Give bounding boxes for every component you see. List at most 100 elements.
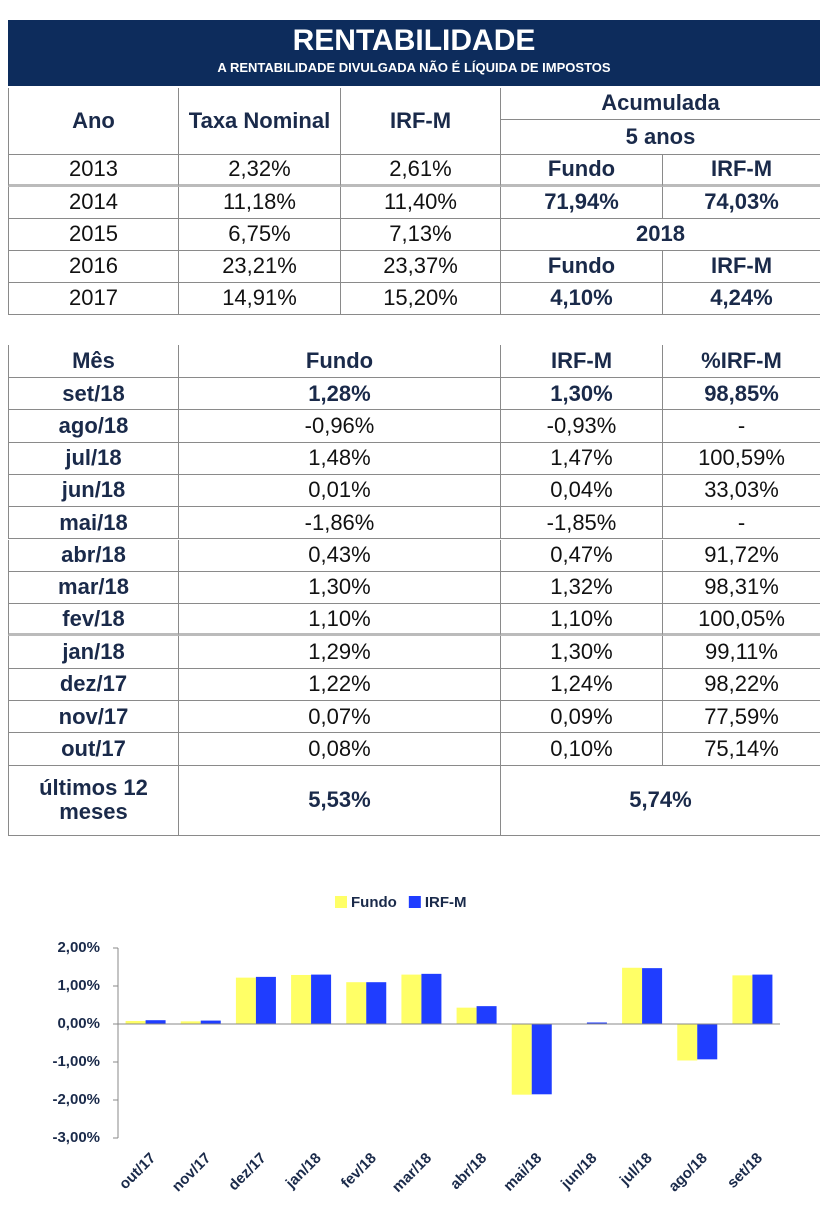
bar <box>180 1021 201 1024</box>
x-tick-label: mar/18 <box>389 1150 435 1196</box>
bar <box>677 1024 698 1061</box>
table-cell: ago/18 <box>8 410 178 443</box>
table-cell: -1,85% <box>500 507 662 540</box>
column-header: %IRF-M <box>662 345 820 378</box>
table-cell: 2016 <box>8 251 178 283</box>
bar <box>476 1006 497 1024</box>
table-cell: 0,01% <box>178 474 500 508</box>
x-tick-label: jun/18 <box>557 1150 600 1193</box>
bar <box>366 982 387 1024</box>
bar <box>586 1022 607 1024</box>
y-tick-label: -3,00% <box>52 1129 100 1146</box>
table-cell: 98,85% <box>662 378 820 411</box>
table-cell: dez/17 <box>8 668 178 701</box>
table-cell: 2013 <box>8 155 178 187</box>
header: RENTABILIDADE A RENTABILIDADE DIVULGADA … <box>8 20 820 86</box>
column-header: IRF-M <box>340 88 500 155</box>
table-cell: 74,03% <box>662 187 820 219</box>
x-tick-label: jan/18 <box>282 1150 325 1193</box>
table-cell: mar/18 <box>8 571 178 605</box>
table-cell: IRF-M <box>662 155 820 187</box>
table-cell: 33,03% <box>662 474 820 508</box>
bar <box>200 1020 221 1024</box>
bar <box>642 968 663 1024</box>
table-cell: 1,29% <box>178 636 500 669</box>
table-cell: 98,31% <box>662 571 820 605</box>
legend-label: IRF-M <box>425 894 467 911</box>
table-cell: 11,18% <box>178 187 340 219</box>
column-header: Acumulada <box>500 88 820 120</box>
bar <box>145 1020 166 1024</box>
y-tick-label: 1,00% <box>57 977 100 994</box>
bar <box>732 975 753 1024</box>
table-cell: -0,93% <box>500 410 662 443</box>
table-cell: -1,86% <box>178 507 500 540</box>
column-header: IRF-M <box>500 345 662 378</box>
table-cell: fev/18 <box>8 604 178 637</box>
x-tick-label: jul/18 <box>616 1150 656 1190</box>
column-header: Taxa Nominal <box>178 88 340 155</box>
table-cell: 1,32% <box>500 571 662 605</box>
y-tick-label: 2,00% <box>57 939 100 956</box>
table-cell: 5,74% <box>500 765 820 836</box>
bar <box>531 1024 552 1095</box>
bar <box>697 1024 718 1060</box>
x-tick-label: out/17 <box>116 1150 159 1193</box>
column-header: Ano <box>8 88 178 155</box>
table-cell: 2018 <box>500 219 820 251</box>
table-cell: 4,24% <box>662 283 820 315</box>
table-cell: mai/18 <box>8 507 178 540</box>
x-tick-label: mai/18 <box>500 1150 545 1195</box>
table-cell: jul/18 <box>8 442 178 475</box>
table-cell: IRF-M <box>662 251 820 283</box>
table-cell: set/18 <box>8 378 178 411</box>
bar <box>456 1007 477 1024</box>
table-cell: 1,10% <box>178 604 500 637</box>
table-cell: 91,72% <box>662 539 820 572</box>
table-cell: - <box>662 410 820 443</box>
table-cell: 1,30% <box>500 378 662 411</box>
table-cell: 100,05% <box>662 604 820 637</box>
table-cell: Fundo <box>500 155 662 187</box>
table-cell: 5,53% <box>178 765 500 836</box>
table-cell: 1,30% <box>178 571 500 605</box>
table-cell: -0,96% <box>178 410 500 443</box>
bar <box>511 1024 532 1095</box>
column-header: 5 anos <box>500 120 820 155</box>
table-cell: 71,94% <box>500 187 662 219</box>
x-tick-label: nov/17 <box>169 1150 215 1196</box>
table-cell: 99,11% <box>662 636 820 669</box>
x-tick-label: abr/18 <box>447 1150 490 1193</box>
subtitle: A RENTABILIDADE DIVULGADA NÃO É LÍQUIDA … <box>217 60 611 75</box>
table-cell: 1,48% <box>178 442 500 475</box>
table-cell: 23,21% <box>178 251 340 283</box>
bar <box>622 967 643 1024</box>
y-tick-label: 0,00% <box>57 1015 100 1032</box>
bar <box>255 976 276 1024</box>
legend-label: Fundo <box>351 894 397 911</box>
table-cell: abr/18 <box>8 539 178 572</box>
bar <box>752 974 773 1024</box>
table-cell: 98,22% <box>662 668 820 701</box>
bar <box>291 974 312 1024</box>
table-cell: 2014 <box>8 187 178 219</box>
column-header: Fundo <box>178 345 500 378</box>
table-cell: 1,28% <box>178 378 500 411</box>
table-cell: 2,61% <box>340 155 500 187</box>
table-cell: out/17 <box>8 733 178 766</box>
table-cell: Fundo <box>500 251 662 283</box>
bar <box>311 974 332 1024</box>
table-cell: 0,08% <box>178 733 500 766</box>
table-cell: jun/18 <box>8 474 178 508</box>
table-cell: 7,13% <box>340 219 500 251</box>
x-tick-label: set/18 <box>724 1150 766 1192</box>
legend-swatch <box>335 896 347 908</box>
table-cell: - <box>662 507 820 540</box>
table-cell: 0,07% <box>178 701 500 734</box>
table-cell: 100,59% <box>662 442 820 475</box>
table-cell: 1,30% <box>500 636 662 669</box>
table-cell: 11,40% <box>340 187 500 219</box>
bar <box>421 973 442 1024</box>
table-cell: 23,37% <box>340 251 500 283</box>
